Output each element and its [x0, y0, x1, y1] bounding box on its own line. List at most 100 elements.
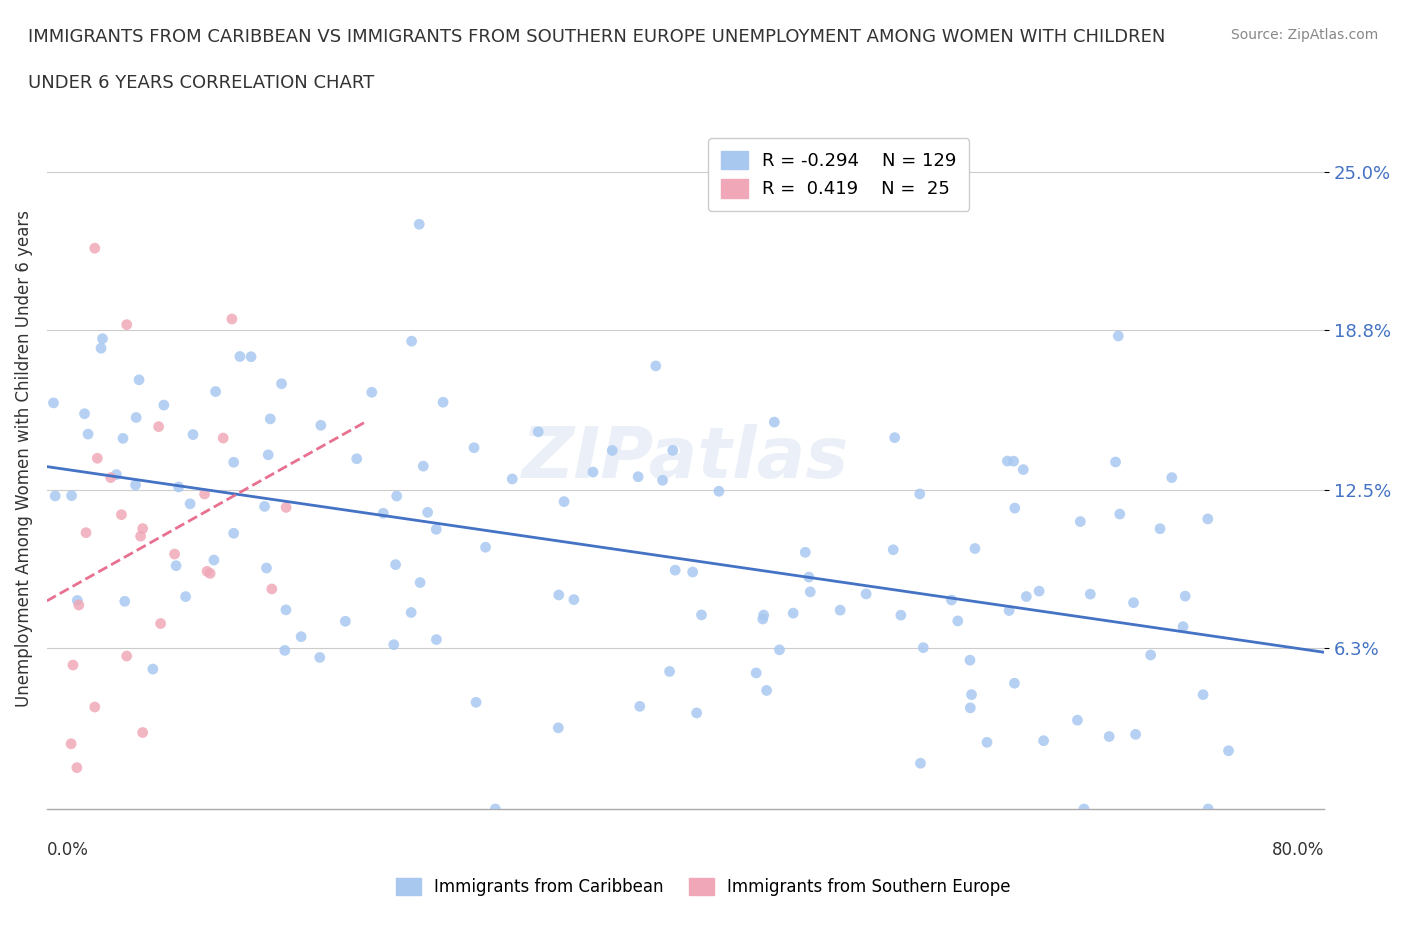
Point [382, 637, 405, 652]
Point [66, 593, 89, 608]
Point [1197, 802, 1219, 817]
Point [73, 406, 96, 421]
Point [651, 472, 673, 487]
Point [1015, 589, 1038, 604]
Point [222, 525, 245, 540]
Point [416, 505, 439, 520]
Point [86, 451, 108, 466]
Point [125, 410, 148, 425]
Point [1108, 507, 1130, 522]
Point [855, 587, 877, 602]
Point [690, 607, 713, 622]
Point [1139, 647, 1161, 662]
Point [547, 588, 569, 603]
Point [1032, 733, 1054, 748]
Point [124, 477, 146, 492]
Legend: Immigrants from Caribbean, Immigrants from Southern Europe: Immigrants from Caribbean, Immigrants fr… [389, 871, 1017, 903]
Point [165, 558, 187, 573]
Point [253, 499, 276, 514]
Point [270, 377, 292, 392]
Point [174, 590, 197, 604]
Point [221, 312, 243, 326]
Point [644, 358, 666, 373]
Point [222, 455, 245, 470]
Point [274, 603, 297, 618]
Point [290, 630, 312, 644]
Point [1012, 462, 1035, 477]
Point [910, 756, 932, 771]
Point [260, 581, 283, 596]
Point [148, 419, 170, 434]
Point [167, 480, 190, 495]
Point [110, 507, 132, 522]
Point [384, 557, 406, 572]
Point [658, 664, 681, 679]
Point [202, 552, 225, 567]
Point [745, 666, 768, 681]
Point [60, 488, 83, 503]
Point [995, 454, 1018, 469]
Point [1122, 595, 1144, 610]
Point [752, 612, 775, 627]
Point [256, 561, 278, 576]
Point [553, 494, 575, 509]
Point [1004, 676, 1026, 691]
Point [1149, 522, 1171, 537]
Point [408, 217, 430, 232]
Point [111, 431, 134, 445]
Point [373, 506, 395, 521]
Point [946, 614, 969, 629]
Point [527, 424, 550, 439]
Point [1073, 802, 1095, 817]
Point [890, 607, 912, 622]
Point [664, 563, 686, 578]
Point [484, 802, 506, 817]
Point [425, 632, 447, 647]
Point [83, 699, 105, 714]
Point [797, 570, 820, 585]
Point [768, 643, 790, 658]
Point [682, 565, 704, 579]
Point [105, 467, 128, 482]
Point [959, 653, 981, 668]
Point [463, 440, 485, 455]
Point [1078, 587, 1101, 602]
Point [274, 643, 297, 658]
Point [60, 737, 83, 751]
Point [198, 566, 221, 581]
Point [1107, 328, 1129, 343]
Point [755, 683, 778, 698]
Point [257, 447, 280, 462]
Point [100, 471, 122, 485]
Point [960, 687, 983, 702]
Point [62, 658, 84, 672]
Point [794, 545, 817, 560]
Point [114, 594, 136, 609]
Point [385, 488, 408, 503]
Point [131, 725, 153, 740]
Y-axis label: Unemployment Among Women with Children Under 6 years: Unemployment Among Women with Children U… [15, 210, 32, 707]
Point [685, 706, 707, 721]
Point [91, 331, 114, 346]
Point [274, 500, 297, 515]
Point [308, 650, 330, 665]
Point [44, 488, 66, 503]
Point [240, 350, 263, 365]
Point [195, 564, 218, 578]
Point [1174, 589, 1197, 604]
Point [1104, 455, 1126, 470]
Point [75, 525, 97, 540]
Point [883, 431, 905, 445]
Point [129, 529, 152, 544]
Point [763, 415, 786, 430]
Point [77, 427, 100, 442]
Point [547, 721, 569, 736]
Point [661, 443, 683, 458]
Text: 80.0%: 80.0% [1271, 841, 1324, 858]
Point [42, 395, 65, 410]
Point [600, 443, 623, 458]
Point [309, 418, 332, 432]
Text: IMMIGRANTS FROM CARIBBEAN VS IMMIGRANTS FROM SOUTHERN EUROPE UNEMPLOYMENT AMONG : IMMIGRANTS FROM CARIBBEAN VS IMMIGRANTS … [28, 28, 1166, 46]
Point [1002, 454, 1025, 469]
Point [908, 486, 931, 501]
